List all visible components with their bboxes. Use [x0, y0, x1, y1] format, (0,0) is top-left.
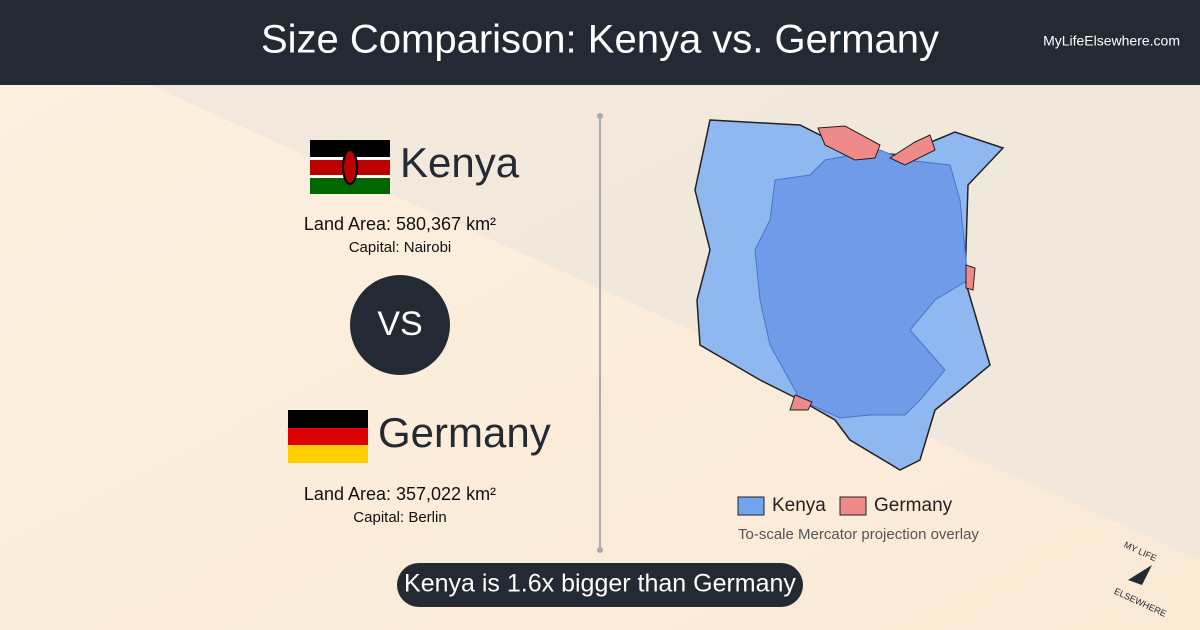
divider-end [597, 113, 603, 119]
vs-text: VS [377, 305, 422, 343]
germany-overflow [965, 264, 976, 291]
vs-badge [350, 275, 450, 375]
germany-overflow [789, 394, 813, 411]
legend-label: Kenya [772, 495, 826, 516]
germany-overflow [888, 134, 936, 166]
title: Size Comparison: Kenya vs. Germany [261, 18, 939, 62]
germany-shape [754, 149, 969, 419]
divider-end [597, 547, 603, 553]
header-bar [0, 0, 1200, 85]
germany-flag [288, 410, 368, 463]
legend-note: To-scale Mercator projection overlay [738, 526, 979, 543]
site-name[interactable]: MyLifeElsewhere.com [1043, 33, 1180, 49]
capital: Capital: Nairobi [349, 239, 452, 256]
land-area: Land Area: 357,022 km² [304, 484, 496, 504]
summary: Kenya is 1.6x bigger than Germany [404, 570, 796, 598]
country-name: Germany [378, 409, 551, 456]
legend-swatch [839, 496, 867, 516]
germany-overflow [817, 125, 881, 161]
land-area: Land Area: 580,367 km² [304, 214, 496, 234]
legend-swatch [737, 496, 765, 516]
country-name: Kenya [400, 139, 520, 186]
capital: Capital: Berlin [353, 509, 446, 526]
logo-plane [1128, 565, 1152, 585]
kenya-flag [310, 140, 390, 194]
summary-pill [397, 563, 803, 607]
legend-label: Germany [874, 495, 953, 516]
map-overlay [694, 119, 1005, 471]
